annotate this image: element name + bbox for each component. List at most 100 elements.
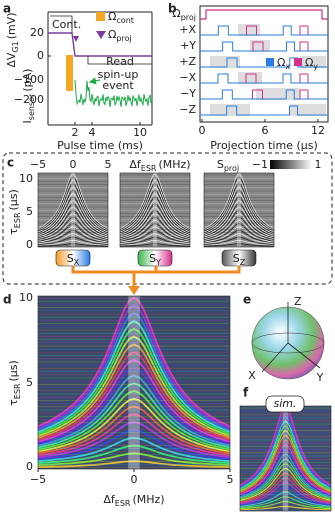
- fringe: [204, 199, 274, 236]
- legend-label-main: Ω: [108, 28, 116, 41]
- fringe: [120, 203, 190, 237]
- sim-label: sim.: [274, 397, 297, 410]
- map-label: SZ: [233, 252, 246, 267]
- fringe: [120, 206, 190, 238]
- colorbar-tick: −1: [252, 158, 268, 171]
- fringe: [240, 486, 331, 506]
- fringe: [38, 327, 230, 435]
- fringe: [38, 421, 230, 459]
- center-band: [70, 173, 76, 247]
- fringe: [240, 420, 331, 490]
- fringe: [38, 382, 230, 449]
- fringe: [120, 193, 190, 235]
- y-axis-label: τESR (μs): [7, 189, 22, 235]
- map-label: SY: [149, 252, 161, 267]
- heatmap: [38, 296, 230, 469]
- y-axis-label-unit: (pA): [21, 69, 34, 92]
- row-label-main: −X: [179, 71, 196, 84]
- map-label-sub: Z: [240, 258, 246, 267]
- map-label-main: S: [233, 252, 240, 265]
- fringe: [204, 179, 274, 231]
- map-label-sub: Y: [155, 258, 161, 267]
- panel-label: b: [168, 2, 177, 16]
- legend-label-sub: cont: [116, 16, 134, 25]
- shade: [300, 56, 326, 68]
- x-axis-label: Pulse time (ms): [57, 139, 143, 152]
- read-label: Read: [106, 55, 134, 68]
- heatmap-frame: [37, 172, 109, 248]
- y-waveform: [252, 89, 309, 99]
- fringe: [38, 216, 108, 240]
- y-axis-label-sub: ESR: [13, 212, 22, 228]
- cont-label: Cont.: [52, 18, 81, 31]
- shade: [210, 104, 250, 116]
- x-waveform: [200, 25, 328, 36]
- y-axis-label-main: I: [21, 120, 34, 123]
- axis-label: Y: [316, 371, 324, 384]
- fringe: [240, 463, 331, 500]
- fringe: [38, 320, 230, 433]
- row-label: Ωproj: [172, 7, 196, 22]
- panel-label: a: [3, 2, 11, 16]
- y-axis-label: ΔVG1 (mV): [5, 12, 20, 67]
- annotation-arrow: [88, 77, 101, 85]
- fringe: [38, 343, 230, 439]
- fringe: [240, 425, 331, 491]
- fringe: [120, 229, 190, 244]
- fringe: [120, 236, 190, 245]
- fringe: [204, 186, 274, 233]
- fringe: [204, 196, 274, 235]
- y-axis-label-main: ΔV: [5, 52, 18, 68]
- y-axis-label: τESR (μs): [7, 360, 22, 406]
- fringe: [204, 223, 274, 242]
- panel-label: e: [243, 293, 251, 307]
- fringe: [38, 374, 230, 447]
- fringe: [240, 496, 331, 509]
- heatmap: [240, 406, 331, 511]
- fringe: [38, 460, 230, 469]
- y-tick-label: 0: [26, 238, 33, 251]
- center-band: [236, 173, 242, 247]
- fringe: [38, 243, 108, 247]
- fringe: [38, 359, 230, 443]
- fringe: [120, 243, 190, 247]
- fringe: [38, 405, 230, 455]
- fringe: [38, 366, 230, 445]
- row-label: −X: [179, 71, 196, 84]
- y-tick-label: −200: [14, 93, 44, 106]
- fringe: [38, 193, 108, 235]
- fringe: [240, 434, 331, 493]
- fringe: [204, 213, 274, 240]
- y-axis-label-sub: sensor: [27, 93, 36, 120]
- x-axis-label-sub: ESR: [115, 499, 131, 508]
- row-label: +Y: [180, 39, 196, 52]
- row-label: −Z: [179, 103, 196, 116]
- fringe: [240, 477, 331, 504]
- legend-swatch: [266, 58, 274, 66]
- colorbar: [270, 160, 312, 169]
- fringe: [38, 335, 230, 437]
- x-tick-label: 0: [199, 124, 206, 137]
- row-label: +X: [179, 23, 196, 36]
- x-waveform: [200, 41, 328, 52]
- x-tick-label: 4: [89, 126, 96, 139]
- fringe: [120, 176, 190, 230]
- x-tick-label: 5: [227, 473, 234, 486]
- y-waveform: [245, 73, 309, 83]
- fringe: [204, 206, 274, 238]
- cont-frame: [50, 15, 73, 33]
- fringe: [120, 189, 190, 234]
- fringe: [38, 203, 108, 237]
- fringe: [38, 444, 230, 465]
- y-axis-label-unit: (μs): [7, 189, 20, 210]
- fringe: [38, 452, 230, 467]
- fringe: [120, 226, 190, 243]
- x-tick-label: 10: [133, 126, 147, 139]
- x-axis-label-unit: (MHz): [132, 493, 164, 506]
- sim-tag: [265, 395, 305, 413]
- fringe: [120, 183, 190, 232]
- y-tick-label: 5: [26, 205, 33, 218]
- fringe: [38, 429, 230, 461]
- x-tick-label: 5: [105, 158, 112, 171]
